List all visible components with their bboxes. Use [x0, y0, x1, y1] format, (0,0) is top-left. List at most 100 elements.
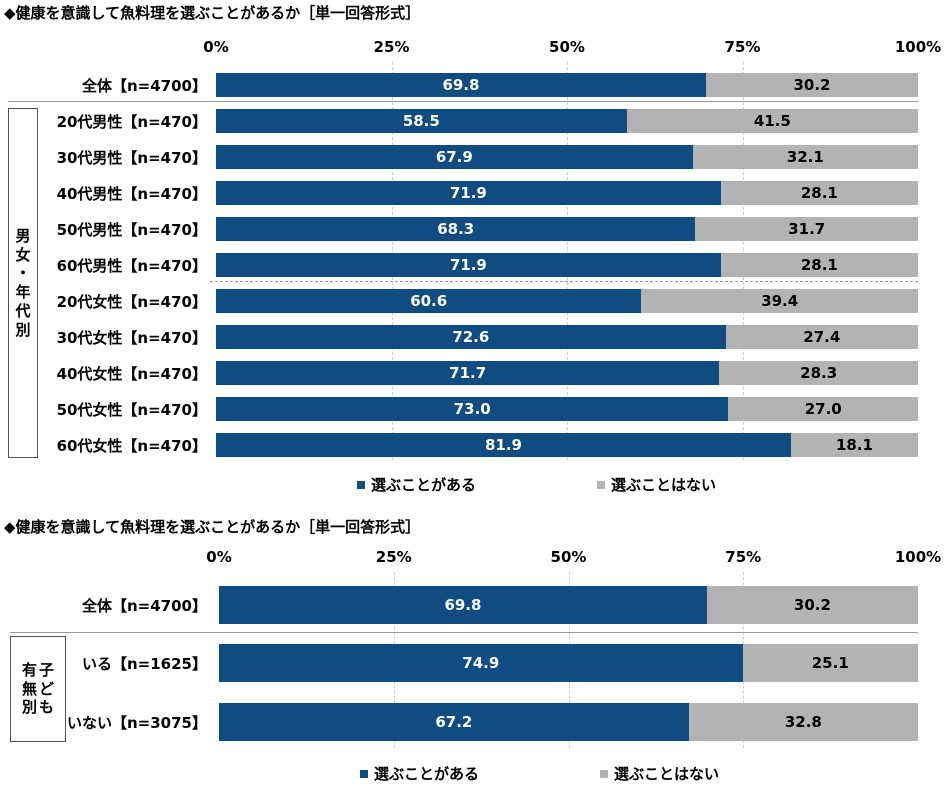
category-label: 60代男性【n=470】	[56, 257, 207, 275]
category-label: 40代男性【n=470】	[56, 185, 207, 203]
category-label: 全体【n=4700】	[82, 597, 207, 615]
stacked-bar: 71.9 28.1	[216, 181, 918, 205]
stacked-bar: 68.3 31.7	[216, 217, 918, 241]
bar-segment-no: 30.2	[706, 586, 918, 624]
legend-item: 選ぶことはない	[600, 763, 719, 784]
group-label-char: 別	[21, 698, 37, 717]
bar-segment-no: 30.2	[705, 73, 918, 97]
bar-segment-yes: 71.7	[216, 361, 720, 385]
bar-segment-yes: 69.8	[219, 586, 707, 624]
group-separator	[210, 281, 918, 282]
category-label: 60代女性【n=470】	[56, 437, 207, 455]
bar-segment-yes: 72.6	[216, 325, 726, 349]
group-label-column: 子ども	[39, 661, 54, 717]
bar-segment-yes: 67.9	[216, 145, 693, 169]
group-label-char: ど	[39, 679, 55, 698]
group-label-char: 無	[21, 679, 37, 698]
bar-segment-no: 27.0	[728, 397, 918, 421]
bar-segment-yes: 68.3	[216, 217, 696, 241]
chart-title: ◆健康を意識して魚料理を選ぶことがあるか［単一回答形式］	[4, 518, 421, 536]
bar-segment-no: 32.1	[692, 145, 918, 169]
group-label-column: 有無別	[22, 661, 37, 717]
stacked-bar: 81.9 18.1	[216, 433, 918, 457]
legend-label: 選ぶことはない	[611, 476, 717, 494]
x-tick-label: 75%	[725, 548, 762, 566]
x-tick-label: 100%	[894, 38, 942, 56]
bar-segment-yes: 73.0	[216, 397, 729, 421]
bar-segment-no: 25.1	[742, 644, 918, 682]
stacked-bar: 71.9 28.1	[216, 253, 918, 277]
group-label-char: 男	[15, 226, 31, 245]
category-label: 全体【n=4700】	[82, 77, 207, 95]
legend-swatch	[357, 480, 365, 489]
stacked-bar: 74.9 25.1	[219, 644, 918, 682]
x-tick-label: 0%	[203, 38, 229, 56]
stacked-bar: 73.0 27.0	[216, 397, 918, 421]
bar-segment-no: 28.1	[720, 253, 918, 277]
bar-segment-no: 32.8	[688, 703, 918, 741]
group-label-char: 女	[15, 245, 31, 264]
x-tick-label: 100%	[894, 548, 942, 566]
group-separator	[8, 101, 918, 102]
category-label: いる【n=1625】	[82, 655, 207, 673]
stacked-bar: 67.9 32.1	[216, 145, 918, 169]
group-separator	[10, 632, 918, 633]
chart-title: ◆健康を意識して魚料理を選ぶことがあるか［単一回答形式］	[4, 4, 421, 22]
category-label: いない【n=3075】	[67, 714, 207, 732]
group-label-char: 年	[15, 283, 31, 301]
x-tick-label: 25%	[375, 548, 412, 566]
group-label-char: 別	[15, 320, 31, 339]
bar-segment-yes: 71.9	[216, 181, 721, 205]
group-label-column: 男女・年代別	[15, 227, 30, 340]
legend-item: 選ぶことがある	[360, 763, 479, 784]
bar-segment-no: 27.4	[725, 325, 918, 349]
category-label: 30代女性【n=470】	[56, 329, 207, 347]
category-label: 20代女性【n=470】	[56, 293, 207, 311]
stacked-bar: 67.2 32.8	[219, 703, 918, 741]
bar-segment-yes: 74.9	[219, 644, 743, 682]
x-tick-label: 0%	[206, 548, 232, 566]
group-label-char: 子	[39, 660, 55, 679]
x-tick-label: 50%	[549, 38, 585, 56]
stacked-bar: 72.6 27.4	[216, 325, 918, 349]
bar-segment-yes: 71.9	[216, 253, 721, 277]
group-label: 子ども有無別	[10, 636, 66, 742]
bar-segment-no: 28.3	[719, 361, 918, 385]
bar-segment-no: 18.1	[790, 433, 918, 457]
legend-swatch	[600, 769, 608, 778]
stacked-bar: 69.8 30.2	[216, 73, 918, 97]
legend-item: 選ぶことがある	[357, 474, 476, 495]
category-label: 40代女性【n=470】	[56, 365, 207, 383]
group-label-char: 有	[21, 660, 37, 679]
bar-segment-yes: 81.9	[216, 433, 791, 457]
bar-segment-no: 41.5	[626, 109, 918, 133]
legend-label: 選ぶことはない	[614, 765, 720, 783]
stacked-bar: 71.7 28.3	[216, 361, 918, 385]
legend-swatch	[360, 769, 368, 778]
category-label: 50代男性【n=470】	[56, 221, 207, 239]
bar-segment-yes: 69.8	[216, 73, 706, 97]
bar-segment-no: 28.1	[720, 181, 918, 205]
legend-item: 選ぶことはない	[597, 474, 716, 495]
x-tick-label: 25%	[373, 38, 410, 56]
bar-segment-no: 39.4	[641, 289, 918, 313]
bar-segment-no: 31.7	[695, 217, 918, 241]
legend-label: 選ぶことがある	[374, 765, 480, 783]
x-tick-label: 50%	[550, 548, 587, 566]
group-label: 男女・年代別	[8, 108, 38, 458]
stacked-bar: 60.6 39.4	[216, 289, 918, 313]
legend-label: 選ぶことがある	[371, 476, 477, 494]
stacked-bar: 58.5 41.5	[216, 109, 918, 133]
x-tick-label: 75%	[724, 38, 761, 56]
bar-segment-yes: 67.2	[219, 703, 689, 741]
category-label: 50代女性【n=470】	[56, 401, 207, 419]
category-label: 20代男性【n=470】	[56, 113, 207, 131]
group-label-char: 代	[15, 301, 31, 320]
legend-swatch	[597, 480, 605, 489]
group-label-char: ・	[15, 264, 31, 283]
stacked-bar: 69.8 30.2	[219, 586, 918, 624]
category-label: 30代男性【n=470】	[56, 149, 207, 167]
group-label-char: も	[39, 698, 55, 717]
bar-segment-yes: 60.6	[216, 289, 642, 313]
bar-segment-yes: 58.5	[216, 109, 627, 133]
